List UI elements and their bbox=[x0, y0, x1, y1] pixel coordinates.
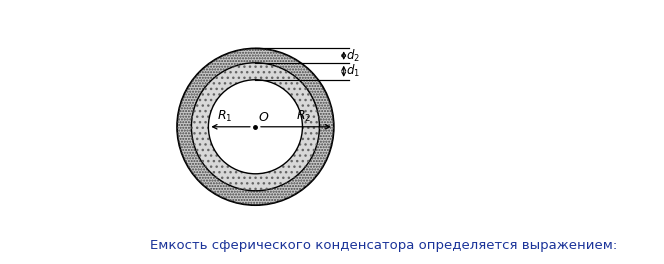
Circle shape bbox=[177, 48, 334, 205]
Text: $R_1$: $R_1$ bbox=[217, 109, 232, 124]
Circle shape bbox=[208, 80, 302, 174]
Text: Емкость сферического конденсатора определяется выражением:: Емкость сферического конденсатора опреде… bbox=[149, 239, 617, 252]
Text: $R_2$: $R_2$ bbox=[296, 109, 311, 124]
Text: $d_2$: $d_2$ bbox=[347, 48, 361, 64]
Text: $O$: $O$ bbox=[258, 111, 269, 124]
Circle shape bbox=[191, 63, 319, 191]
Text: $d_1$: $d_1$ bbox=[347, 63, 361, 79]
